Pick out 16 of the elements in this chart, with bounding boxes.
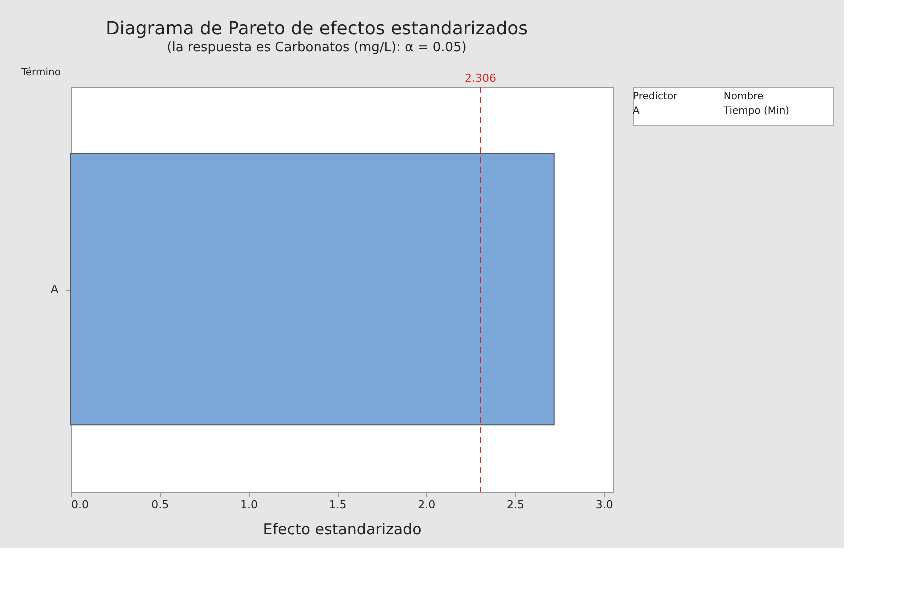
x-tick-label: 2.0 [418,498,436,512]
text: Tiempo (Min) [722,106,790,117]
x-axis-title: Efecto estandarizado [263,520,422,538]
x-tick-label: 1.5 [329,498,347,512]
y-axis-title: Término [20,68,61,78]
chart-title: Diagrama de Pareto de efectos estandarizados [106,18,528,40]
x-tick-label: 0.5 [152,498,170,512]
x-tick-label: 3.0 [596,498,614,512]
text: Nombre [724,91,764,102]
x-tick-label: 1.0 [240,498,258,512]
text: Predictor [633,91,679,102]
chart-subtitle: (la respuesta es Carbonatos (mg/L): α = 0.05) [167,40,467,56]
ref-line-label: 2.306 [465,72,497,85]
x-tick-label: 2.5 [507,498,525,512]
text: A [633,106,640,117]
x-tick-label: 0.0 [72,498,89,512]
